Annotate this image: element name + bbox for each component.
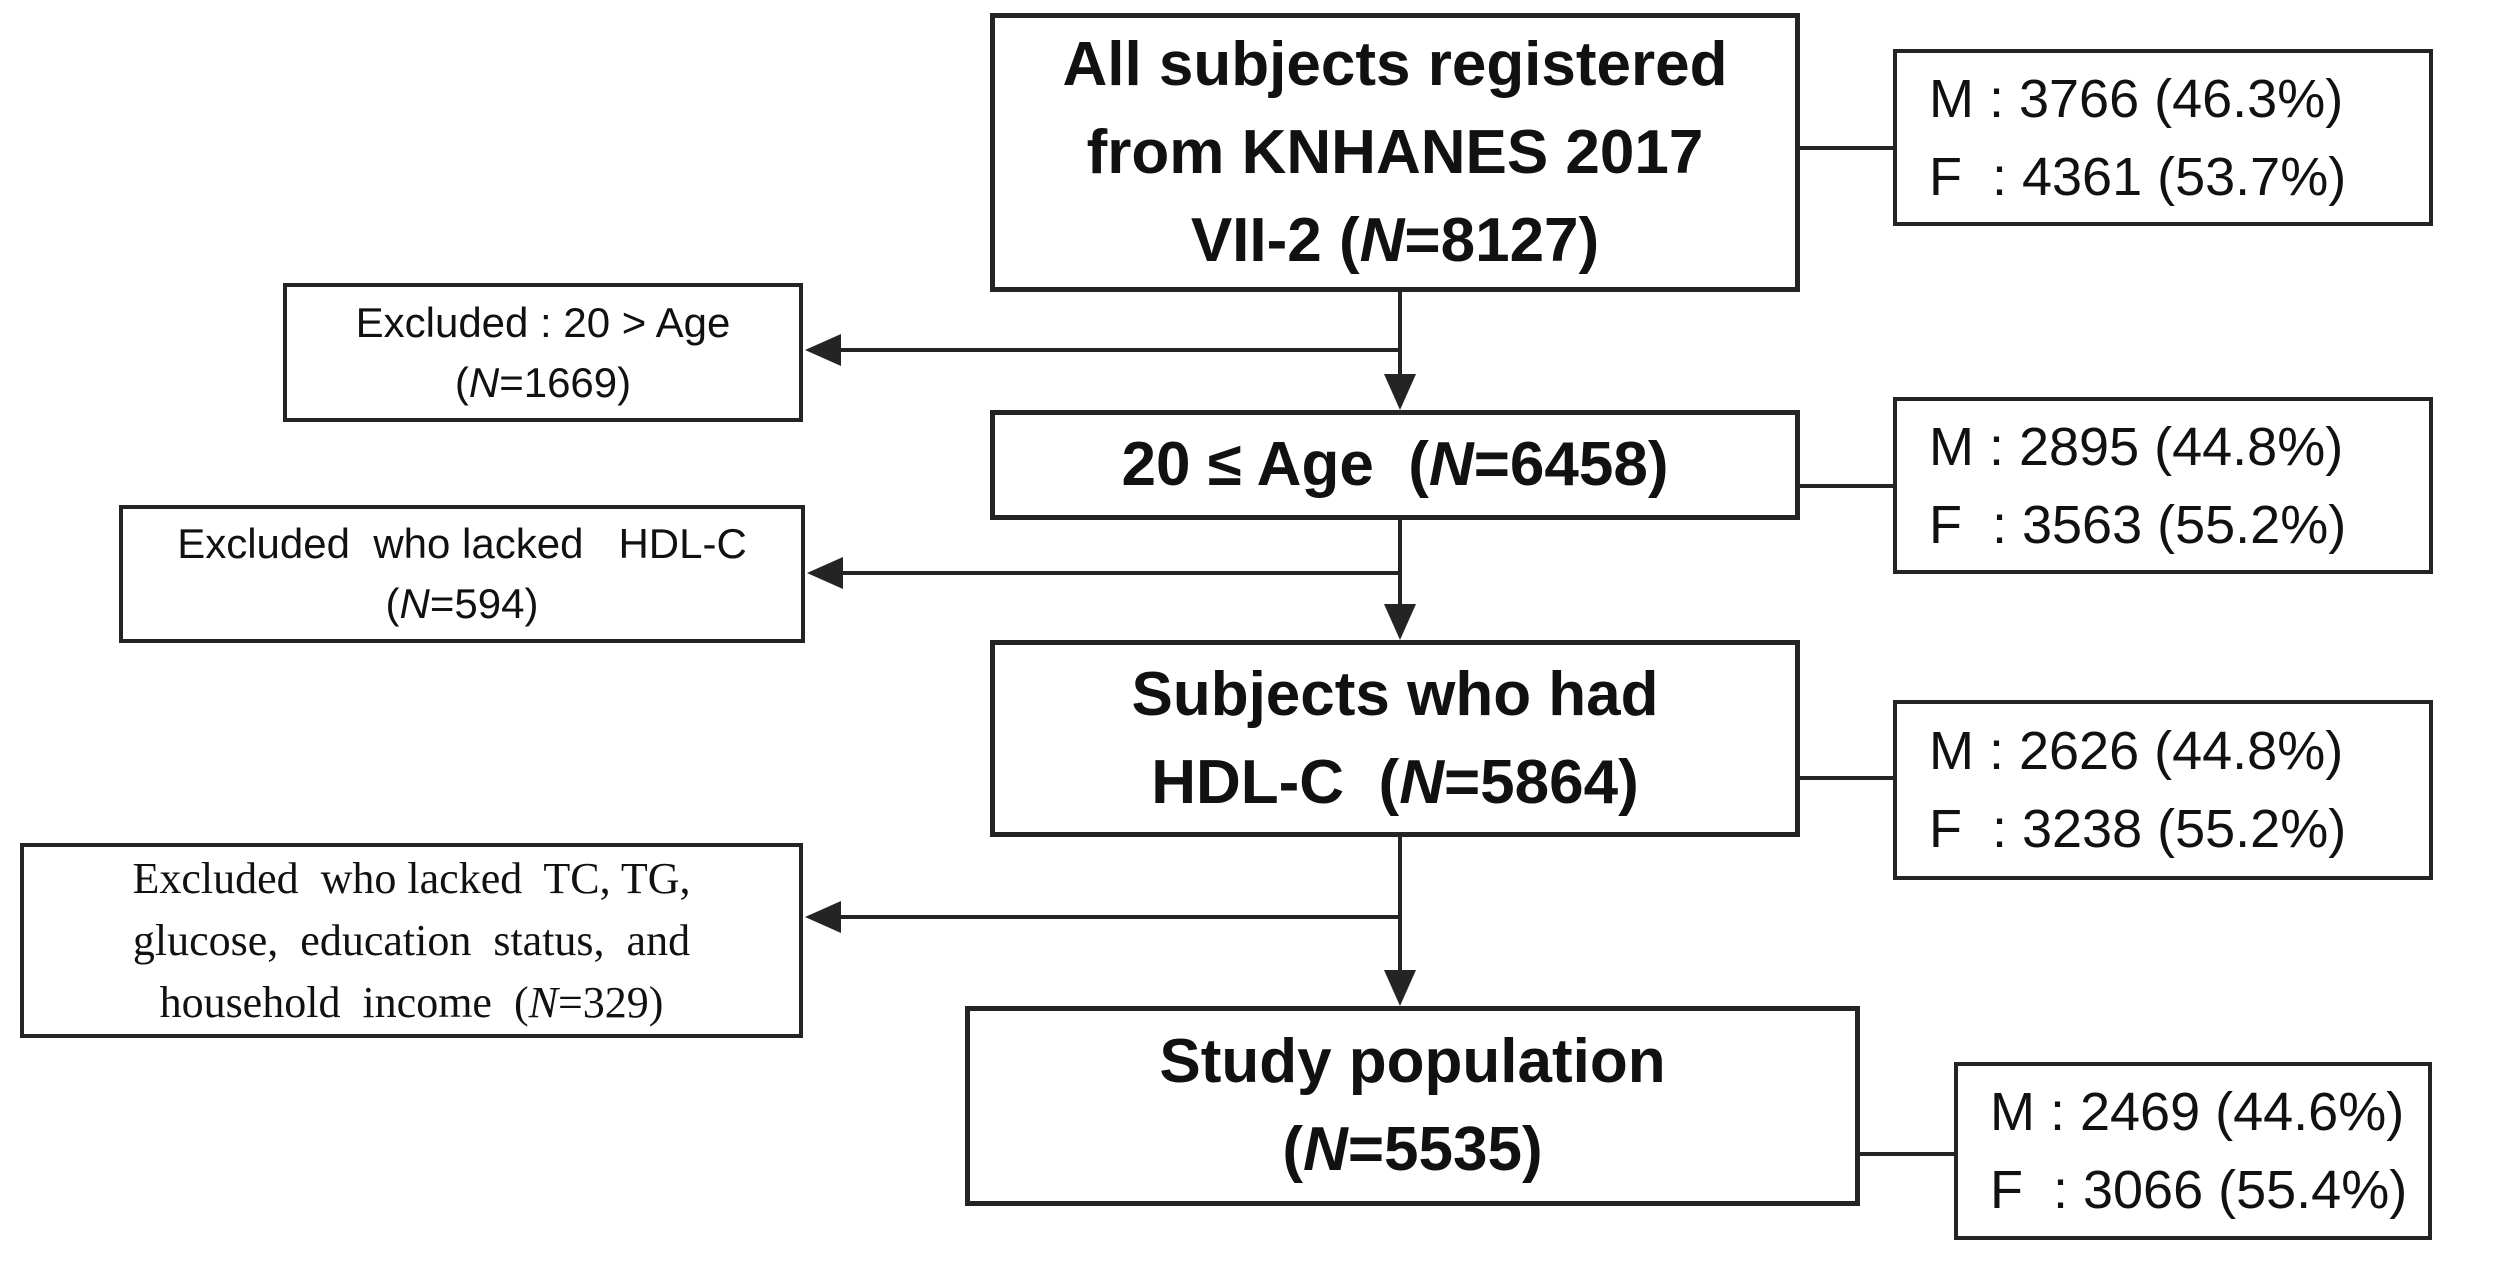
exclusion-box-age: Excluded : 20 > Age (N=1669) [283, 283, 803, 422]
exclusion-line: glucose, education status, and [132, 915, 691, 965]
arrow-left-excl1 [805, 334, 841, 366]
step-n-line: 20 ≤ Age (N=6458) [1121, 430, 1669, 499]
exclusion-n-line: (N=1669) [454, 358, 632, 406]
step-line: Subjects who had [1131, 659, 1659, 729]
arrow-left-excl2 [807, 557, 843, 589]
female-count: F : 3563 (55.2%) [1929, 494, 2347, 555]
step-n-line: (N=5535) [1282, 1115, 1543, 1184]
female-count: F : 3066 (55.4%) [1990, 1160, 2408, 1220]
step-n-line: HDL-C (N=5864) [1151, 747, 1639, 817]
exclusion-line: Excluded who lacked HDL-C [177, 520, 747, 567]
gender-box-2: M : 2895 (44.8%) F : 3563 (55.2%) [1893, 397, 2433, 574]
arrow-down-step2 [1384, 374, 1416, 410]
female-count: F : 3238 (55.2%) [1929, 799, 2347, 859]
step-line: All subjects registered [1062, 29, 1728, 99]
exclusion-box-hdlc: Excluded who lacked HDL-C (N=594) [119, 505, 805, 643]
step-line: Study population [1159, 1027, 1666, 1096]
exclusion-line: Excluded : 20 > Age [355, 298, 731, 346]
male-count: M : 2469 (44.6%) [1990, 1082, 2405, 1142]
male-count: M : 2626 (44.8%) [1929, 721, 2344, 781]
exclusion-n-line: (N=594) [385, 580, 539, 627]
step-n-line: VII-2 (N=8127) [1190, 205, 1600, 275]
female-count: F : 4361 (53.7%) [1929, 146, 2347, 207]
step-box-age-filter: 20 ≤ Age (N=6458) [990, 410, 1800, 520]
gender-box-4: M : 2469 (44.6%) F : 3066 (55.4%) [1954, 1062, 2432, 1240]
arrow-down-step4 [1384, 970, 1416, 1006]
step-line: from KNHANES 2017 [1086, 117, 1704, 187]
gender-box-3: M : 2626 (44.8%) F : 3238 (55.2%) [1893, 700, 2433, 880]
arrow-left-excl3 [805, 901, 841, 933]
male-count: M : 2895 (44.8%) [1929, 416, 2344, 477]
exclusion-n-line: household income (N=329) [159, 977, 664, 1027]
gender-box-1: M : 3766 (46.3%) F : 4361 (53.7%) [1893, 49, 2433, 226]
male-count: M : 3766 (46.3%) [1929, 68, 2344, 129]
step-box-hdlc: Subjects who had HDL-C (N=5864) [990, 640, 1800, 837]
exclusion-line: Excluded who lacked TC, TG, [132, 853, 691, 903]
exclusion-box-labs: Excluded who lacked TC, TG, glucose, edu… [20, 843, 803, 1038]
step-box-all-subjects: All subjects registered from KNHANES 201… [990, 13, 1800, 292]
step-box-study-population: Study population (N=5535) [965, 1006, 1860, 1206]
arrow-down-step3 [1384, 604, 1416, 640]
